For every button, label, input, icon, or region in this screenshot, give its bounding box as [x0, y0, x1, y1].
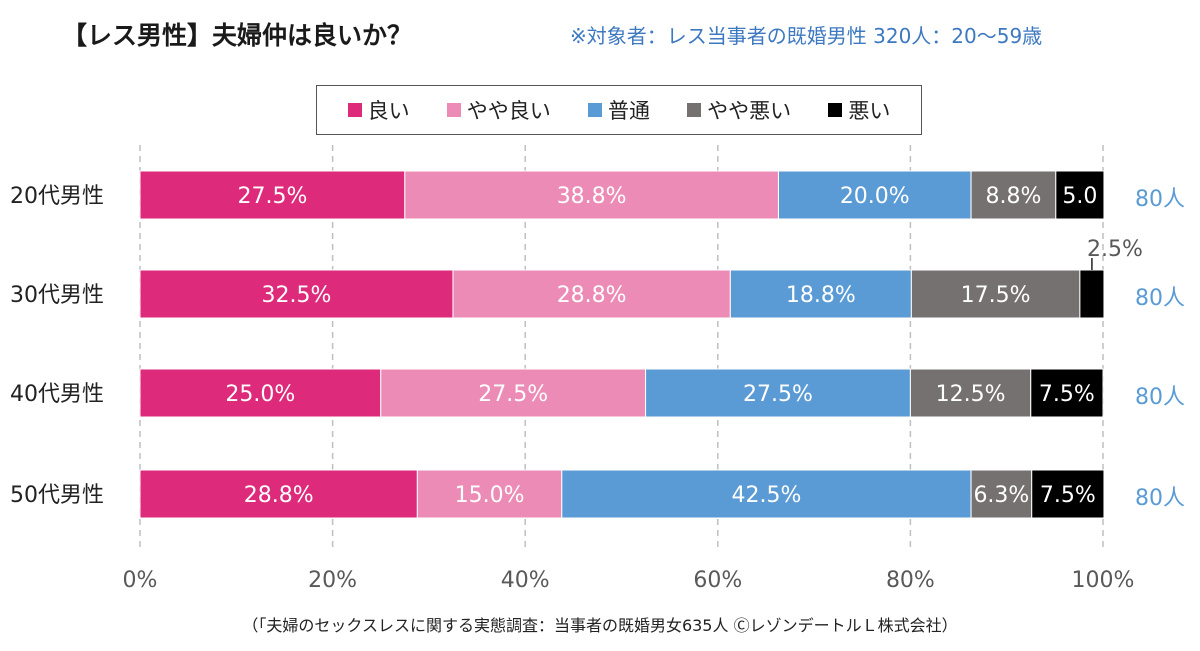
data-label: 27.5% [743, 382, 813, 407]
data-label: 7.5% [1040, 483, 1096, 508]
bar-segment [139, 269, 454, 319]
category-label: 20代男性 [10, 184, 104, 209]
bar-segment [380, 368, 647, 418]
legend-label-somewhat-bad: やや悪い [707, 99, 792, 123]
bar-segment [139, 368, 382, 418]
legend-swatch-good [347, 103, 362, 117]
legend-item-bad: 悪い [828, 95, 890, 125]
bar-segment [1079, 269, 1105, 319]
category-label: 30代男性 [10, 283, 104, 308]
category-label: 40代男性 [10, 382, 104, 407]
data-label: 18.8% [786, 283, 856, 308]
data-label: 42.5% [731, 483, 801, 508]
legend: 良い やや良い 普通 やや悪い 悪い [316, 85, 922, 135]
bar-segment [1030, 368, 1104, 418]
callout-label: 2.5% [1087, 237, 1143, 262]
data-label: 20.0% [840, 184, 910, 209]
chart-title: 【レス男性】夫婦仲は良いか？ [62, 21, 413, 50]
data-label: 28.8% [557, 283, 627, 308]
bar-segment [139, 170, 406, 220]
x-tick-label: 80% [886, 568, 935, 593]
x-tick-label: 0% [123, 568, 158, 593]
legend-label-bad: 悪い [848, 99, 891, 123]
legend-swatch-somewhat-good [446, 103, 461, 117]
sample-count-label: 80人 [1135, 486, 1185, 511]
source-note: （「夫婦のセックスレスに関する実態調査：当事者の既婚男女635人 Ⓒレゾンデート… [242, 616, 958, 635]
legend-label-neutral: 普通 [607, 99, 650, 123]
data-label: 25.0% [225, 382, 295, 407]
legend-item-good: 良い [347, 95, 410, 125]
bar-segment [729, 269, 912, 319]
bar-segment [404, 170, 779, 220]
legend-label-good: 良い [367, 99, 410, 123]
x-tick-label: 40% [501, 568, 550, 593]
data-label: 32.5% [262, 283, 332, 308]
sample-count-label: 80人 [1135, 385, 1185, 410]
data-label: 15.0% [455, 483, 525, 508]
data-label: 6.3% [973, 483, 1029, 508]
data-label: 28.8% [244, 483, 314, 508]
bar-segment [910, 269, 1081, 319]
bar-segment [561, 469, 972, 519]
legend-label-somewhat-good: やや良い [466, 99, 551, 123]
data-label: 5.0 [1062, 184, 1097, 209]
data-label: 7.5% [1039, 382, 1095, 407]
category-label: 50代男性 [10, 483, 104, 508]
sample-count-label: 80人 [1135, 187, 1185, 212]
legend-item-neutral: 普通 [587, 95, 650, 125]
legend-item-somewhat-bad: やや悪い [687, 95, 791, 125]
data-label: 27.5% [237, 184, 307, 209]
x-tick-label: 100% [1072, 568, 1135, 593]
bar-segment [909, 368, 1032, 418]
legend-item-somewhat-good: やや良い [446, 95, 551, 125]
x-tick-label: 60% [693, 568, 742, 593]
data-label: 8.8% [985, 184, 1041, 209]
bar-segment [645, 368, 911, 418]
bar-segment [416, 469, 563, 519]
bar-segment [1031, 469, 1105, 519]
data-label: 17.5% [961, 283, 1031, 308]
sample-count-label: 80人 [1135, 286, 1185, 311]
chart-subtitle: ※対象者：レス当事者の既婚男性 320人：20〜59歳 [570, 24, 1043, 48]
data-label: 27.5% [478, 382, 548, 407]
legend-swatch-somewhat-bad [687, 103, 702, 117]
data-label: 12.5% [936, 382, 1006, 407]
legend-swatch-bad [828, 103, 843, 117]
bar-segment [970, 469, 1033, 519]
bar-segment [452, 269, 731, 319]
bar-segment [139, 469, 418, 519]
bar-segment [1055, 170, 1105, 220]
legend-swatch-neutral [587, 103, 602, 117]
bar-segment [777, 170, 972, 220]
data-label: 38.8% [557, 184, 627, 209]
x-tick-label: 20% [308, 568, 357, 593]
